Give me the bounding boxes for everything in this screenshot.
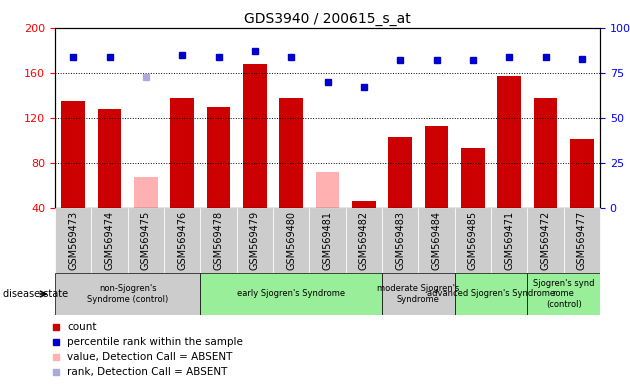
Text: value, Detection Call = ABSENT: value, Detection Call = ABSENT	[67, 352, 232, 362]
Text: GSM569484: GSM569484	[432, 211, 442, 270]
Text: GSM569481: GSM569481	[323, 211, 333, 270]
Bar	[564, 208, 600, 273]
Bar	[346, 208, 382, 273]
Bar	[425, 126, 449, 208]
Bar	[243, 64, 266, 208]
Bar	[279, 98, 303, 208]
Bar	[461, 148, 484, 208]
Bar	[164, 208, 200, 273]
Bar	[570, 139, 593, 208]
Text: GSM569483: GSM569483	[395, 211, 405, 270]
Bar	[534, 98, 558, 208]
Bar	[134, 177, 158, 208]
Text: percentile rank within the sample: percentile rank within the sample	[67, 337, 243, 347]
Text: Sjogren's synd
rome
(control): Sjogren's synd rome (control)	[533, 279, 595, 309]
Text: GSM569472: GSM569472	[541, 211, 551, 270]
Bar	[497, 76, 521, 208]
Text: GSM569474: GSM569474	[105, 211, 115, 270]
Text: rank, Detection Call = ABSENT: rank, Detection Call = ABSENT	[67, 367, 227, 377]
Text: disease state: disease state	[3, 289, 68, 299]
Bar	[55, 273, 200, 315]
Text: GSM569478: GSM569478	[214, 211, 224, 270]
Text: count: count	[67, 321, 96, 331]
Text: GSM569476: GSM569476	[177, 211, 187, 270]
Bar	[61, 101, 85, 208]
Bar	[237, 208, 273, 273]
Bar	[491, 208, 527, 273]
Text: GSM569475: GSM569475	[141, 211, 151, 270]
Text: GSM569482: GSM569482	[359, 211, 369, 270]
Bar	[382, 273, 455, 315]
Bar	[388, 137, 412, 208]
Text: non-Sjogren's
Syndrome (control): non-Sjogren's Syndrome (control)	[87, 284, 168, 304]
Bar	[527, 273, 600, 315]
Bar	[418, 208, 455, 273]
Text: early Sjogren's Syndrome: early Sjogren's Syndrome	[237, 290, 345, 298]
Bar	[316, 172, 340, 208]
Bar	[200, 208, 237, 273]
Bar	[455, 273, 527, 315]
Text: GSM569477: GSM569477	[577, 211, 587, 270]
Bar	[309, 208, 346, 273]
Bar	[455, 208, 491, 273]
Text: advanced Sjogren's Syndrome: advanced Sjogren's Syndrome	[427, 290, 555, 298]
Bar	[98, 109, 122, 208]
Text: GSM569479: GSM569479	[250, 211, 260, 270]
Bar	[91, 208, 128, 273]
Bar	[527, 208, 564, 273]
Bar	[170, 98, 194, 208]
Text: GSM569485: GSM569485	[468, 211, 478, 270]
Bar	[55, 208, 91, 273]
Text: GSM569471: GSM569471	[504, 211, 514, 270]
Text: moderate Sjogren's
Syndrome: moderate Sjogren's Syndrome	[377, 284, 459, 304]
Bar	[352, 201, 375, 208]
Bar	[128, 208, 164, 273]
Text: GSM569473: GSM569473	[68, 211, 78, 270]
Bar	[273, 208, 309, 273]
Text: GSM569480: GSM569480	[286, 211, 296, 270]
Title: GDS3940 / 200615_s_at: GDS3940 / 200615_s_at	[244, 12, 411, 26]
Bar	[200, 273, 382, 315]
Bar	[382, 208, 418, 273]
Bar	[207, 107, 231, 208]
